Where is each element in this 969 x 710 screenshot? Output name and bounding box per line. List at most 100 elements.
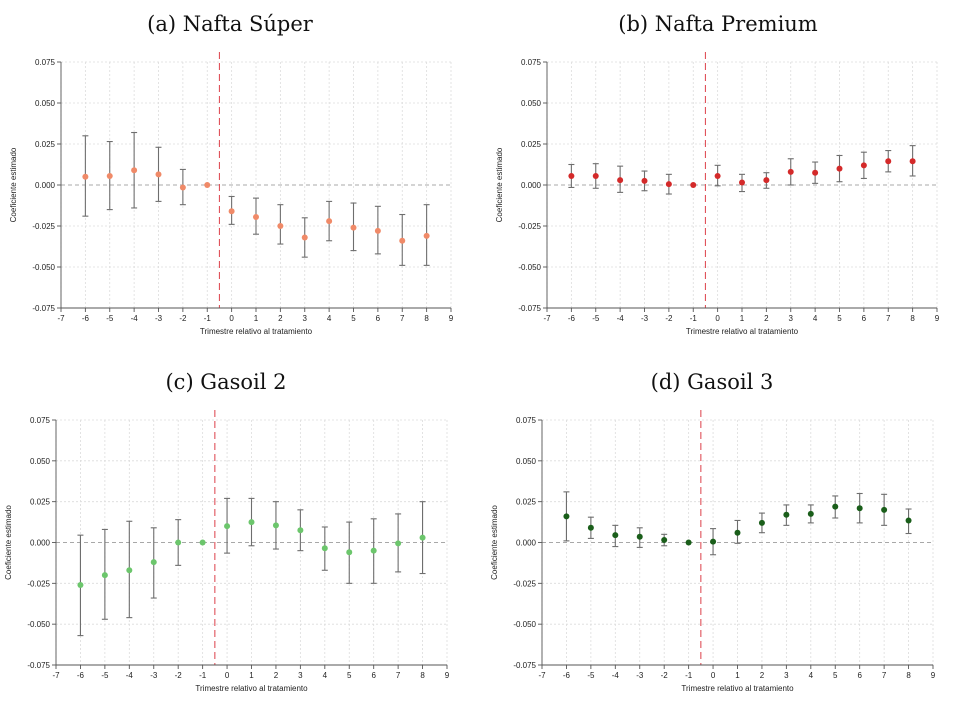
x-tick-label: 2 [274,671,279,680]
coefficient-point [587,524,594,531]
coefficient-point [77,581,84,588]
x-tick-label: 8 [420,671,425,680]
coefficient-point [224,523,231,530]
x-tick-label: -1 [204,314,212,323]
y-tick-label: 0.025 [521,140,542,149]
x-axis-label: Trimestre relativo al tratamiento [200,327,313,336]
coefficient-point [370,547,377,554]
x-tick-label: 5 [833,671,838,680]
coefficient-point [563,513,570,520]
x-tick-label: -5 [106,314,114,323]
coefficient-point [374,227,381,234]
x-tick-label: 0 [715,314,720,323]
x-tick-label: 8 [906,671,911,680]
x-tick-label: 4 [327,314,332,323]
x-tick-label: -4 [617,314,625,323]
x-tick-label: 9 [445,671,450,680]
coefficient-point [881,506,888,513]
y-tick-label: -0.025 [518,222,541,231]
x-tick-label: -3 [636,671,644,680]
coefficient-point [739,179,745,186]
y-tick-label: 0.050 [35,99,56,108]
x-tick-label: 5 [351,314,356,323]
y-axis-label: Coeficiente estimado [4,505,13,580]
y-tick-label: -0.075 [518,304,541,313]
x-tick-label: 4 [323,671,328,680]
y-tick-label: 0.000 [30,539,51,548]
y-axis-label: Coeficiente estimado [495,147,504,222]
x-tick-label: 5 [837,314,842,323]
coefficient-point [179,184,186,191]
y-tick-label: -0.025 [513,579,536,588]
x-tick-label: 1 [254,314,259,323]
x-tick-label: -1 [690,314,698,323]
panel-c: (c) Gasoil 2 -7 -6 -5 -4 -3 -2 -1 0 1 2 3 4 5 6 7 8 9 -0.0… [4,370,450,693]
x-tick-label: -3 [150,671,158,680]
coefficient-point [131,167,138,174]
y-tick-label: -0.075 [32,304,55,313]
x-tick-label: 7 [882,671,887,680]
x-tick-label: -4 [131,314,139,323]
coefficient-point [832,503,839,510]
x-tick-label: 8 [910,314,915,323]
coefficient-point [860,162,867,169]
coefficient-point [758,519,765,526]
coefficient-point [395,540,402,547]
x-tick-label: 4 [813,314,818,323]
coefficient-point [297,527,304,534]
y-axis-label: Coeficiente estimado [490,505,499,580]
x-tick-label: 2 [764,314,769,323]
panel-title: (d) Gasoil 3 [651,370,774,394]
x-tick-label: 0 [225,671,230,680]
x-tick-label: 0 [229,314,234,323]
coefficient-point [248,519,255,526]
y-tick-label: -0.050 [513,620,536,629]
y-tick-label: 0.075 [521,58,542,67]
coefficient-point [783,511,790,518]
coefficient-point [787,168,794,175]
x-tick-label: -5 [592,314,600,323]
coefficient-point [685,539,692,546]
coefficient-point [807,510,814,517]
coefficient-point [836,165,843,172]
coefficient-point [856,505,863,512]
x-tick-label: 3 [298,671,303,680]
coefficient-point [661,537,668,544]
x-tick-label: 6 [376,314,381,323]
coefficient-point [272,522,279,529]
coefficient-point [199,539,206,546]
coefficient-point [126,567,133,574]
y-tick-label: 0.075 [30,416,51,425]
coefficient-point [690,182,697,188]
coefficient-point [905,517,912,524]
x-tick-label: 4 [809,671,814,680]
x-tick-label: -6 [563,671,571,680]
y-tick-label: 0.050 [521,99,542,108]
coefficient-point [321,545,328,552]
y-tick-label: 0.075 [35,58,56,67]
y-tick-label: 0.050 [516,457,537,466]
coefficient-point [253,213,259,220]
coefficient-point [155,171,162,178]
y-tick-label: 0.025 [516,498,537,507]
x-tick-label: 3 [784,671,789,680]
coefficient-point [714,172,721,179]
panel-d: (d) Gasoil 3 -7 -6 -5 -4 -3 -2 -1 0 1 2 3 4 5 6 7 8 9 -0.0… [490,370,936,693]
coefficient-point [346,549,353,556]
y-tick-label: 0.025 [35,140,56,149]
x-tick-label: -6 [77,671,85,680]
x-tick-label: 6 [371,671,376,680]
coefficient-point [812,169,819,176]
x-tick-label: -7 [543,314,551,323]
panel-b: (b) Nafta Premium -7 -6 -5 -4 -3 -2 -1 0 1 2 3 4 5 6 7 8… [495,12,940,336]
y-tick-label: 0.025 [30,498,51,507]
x-tick-label: -1 [685,671,693,680]
y-tick-label: 0.075 [516,416,537,425]
x-tick-label: -4 [612,671,620,680]
x-tick-label: -1 [199,671,207,680]
x-tick-label: 9 [449,314,454,323]
panel-a: (a) Nafta Súper -7 -6 -5 -4 -3 -2 -1 0 1 2 3 4 5 6 7 8 9 -… [9,12,454,336]
coefficient-point [101,572,108,579]
coefficient-point [710,538,717,545]
